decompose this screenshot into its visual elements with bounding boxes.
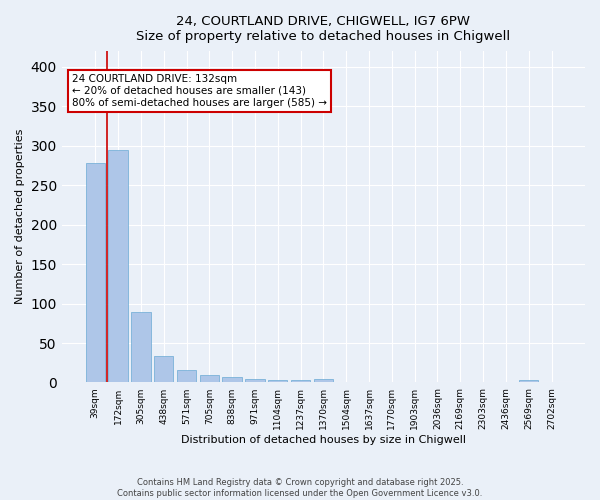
Bar	[200, 376, 219, 382]
Bar	[245, 380, 265, 382]
Text: 24 COURTLAND DRIVE: 132sqm
← 20% of detached houses are smaller (143)
80% of sem: 24 COURTLAND DRIVE: 132sqm ← 20% of deta…	[72, 74, 327, 108]
Bar	[154, 356, 173, 382]
Title: 24, COURTLAND DRIVE, CHIGWELL, IG7 6PW
Size of property relative to detached hou: 24, COURTLAND DRIVE, CHIGWELL, IG7 6PW S…	[136, 15, 511, 43]
Bar	[109, 150, 128, 382]
Bar	[131, 312, 151, 382]
Bar	[291, 380, 310, 382]
Bar	[519, 380, 538, 382]
Text: Contains HM Land Registry data © Crown copyright and database right 2025.
Contai: Contains HM Land Registry data © Crown c…	[118, 478, 482, 498]
Bar	[223, 377, 242, 382]
X-axis label: Distribution of detached houses by size in Chigwell: Distribution of detached houses by size …	[181, 435, 466, 445]
Bar	[177, 370, 196, 382]
Y-axis label: Number of detached properties: Number of detached properties	[15, 129, 25, 304]
Bar	[86, 163, 105, 382]
Bar	[268, 380, 287, 382]
Bar	[314, 380, 333, 382]
